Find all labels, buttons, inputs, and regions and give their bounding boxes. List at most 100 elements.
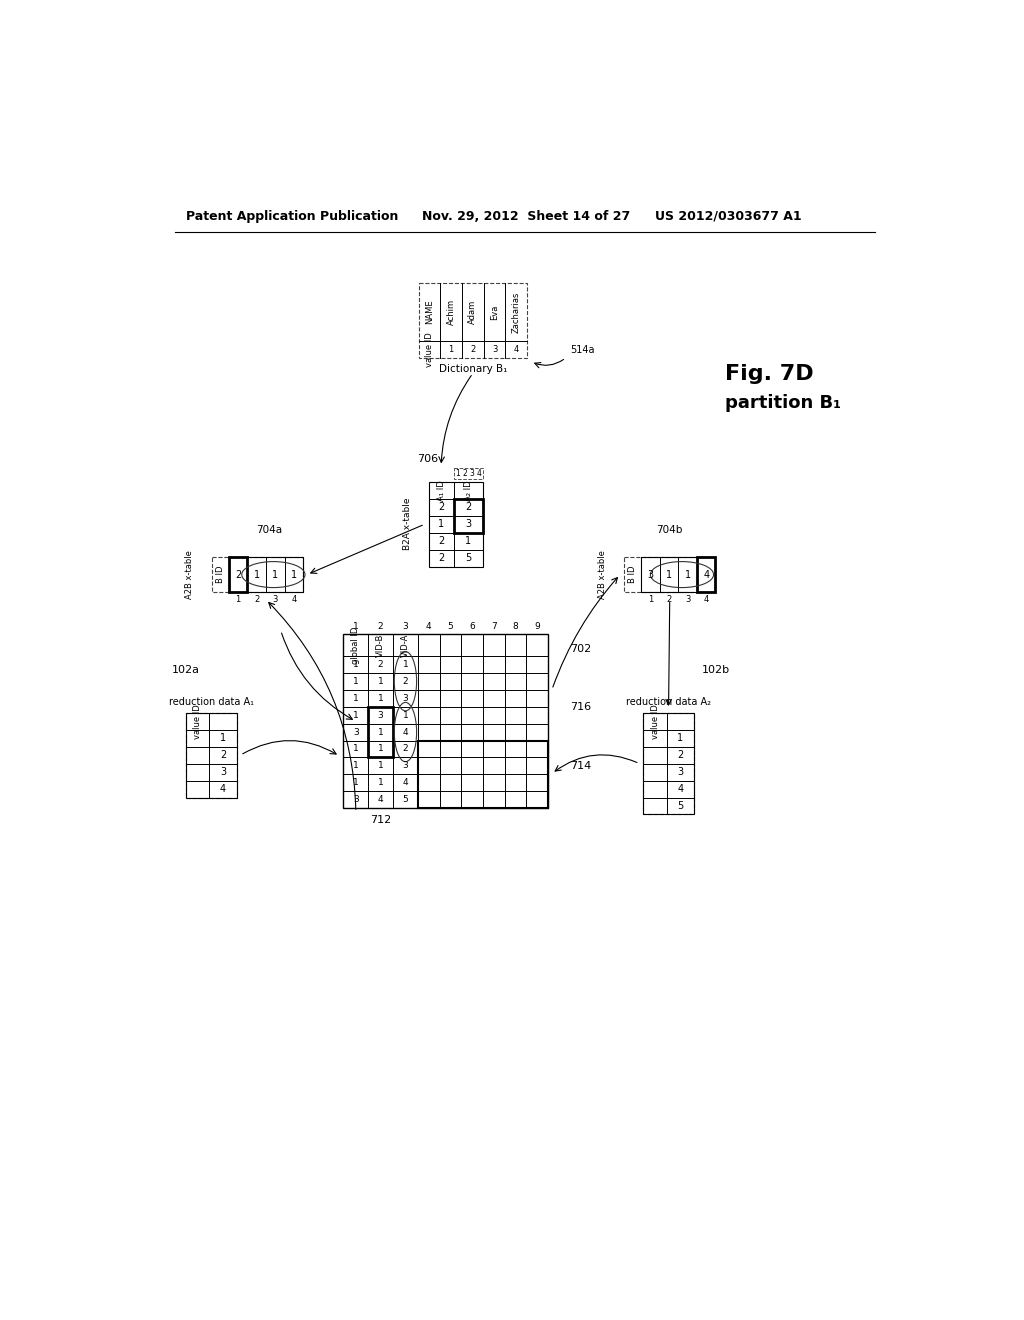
- Text: 2: 2: [438, 553, 444, 564]
- Text: 1: 1: [353, 677, 358, 685]
- Text: Adam: Adam: [468, 300, 477, 325]
- Text: 1: 1: [353, 710, 358, 719]
- Text: 1: 1: [378, 744, 384, 754]
- Text: 514a: 514a: [569, 345, 594, 355]
- Text: Zacharias: Zacharias: [512, 292, 521, 333]
- Text: 3: 3: [677, 767, 683, 777]
- Text: 3: 3: [353, 727, 358, 737]
- Text: 702: 702: [569, 644, 591, 653]
- Text: 4: 4: [378, 796, 383, 804]
- Text: 1: 1: [272, 570, 279, 579]
- Text: 3: 3: [402, 694, 409, 702]
- Bar: [454, 499, 483, 532]
- Text: 1: 1: [648, 595, 653, 605]
- Text: 3: 3: [492, 345, 498, 354]
- Text: value ID: value ID: [194, 704, 203, 739]
- Text: 1: 1: [220, 733, 226, 743]
- Text: 716: 716: [569, 702, 591, 711]
- Text: 4: 4: [703, 595, 709, 605]
- Text: 3: 3: [402, 622, 409, 631]
- Text: 3: 3: [465, 519, 471, 529]
- Text: 4: 4: [426, 622, 431, 631]
- Text: 2: 2: [378, 660, 383, 669]
- Text: 1: 1: [254, 570, 260, 579]
- Text: 2: 2: [677, 750, 683, 760]
- Text: B ID: B ID: [628, 566, 637, 583]
- Text: VID-A: VID-A: [401, 634, 410, 657]
- Text: 3: 3: [353, 796, 358, 804]
- Text: 3: 3: [272, 595, 278, 605]
- Text: 4: 4: [703, 570, 710, 579]
- Text: 1: 1: [378, 762, 384, 771]
- Text: 4: 4: [677, 784, 683, 795]
- Text: 1: 1: [438, 519, 444, 529]
- Text: 4: 4: [514, 345, 519, 354]
- Bar: [212, 557, 303, 591]
- Text: 3: 3: [378, 710, 384, 719]
- Text: 706: 706: [417, 454, 438, 463]
- Bar: [186, 713, 237, 797]
- Text: 5: 5: [447, 622, 454, 631]
- Text: 1: 1: [236, 595, 241, 605]
- Text: 1: 1: [353, 622, 358, 631]
- Text: Achim: Achim: [446, 298, 456, 325]
- Text: value ID: value ID: [425, 333, 434, 367]
- Text: 2: 2: [378, 622, 383, 631]
- Text: 1: 1: [455, 469, 460, 478]
- Text: 1: 1: [291, 570, 297, 579]
- Text: A2B x-table: A2B x-table: [598, 550, 607, 599]
- Bar: [228, 557, 248, 591]
- Text: 2: 2: [462, 469, 467, 478]
- Text: 2: 2: [438, 536, 444, 546]
- Text: 1: 1: [378, 727, 384, 737]
- Bar: [228, 557, 303, 591]
- Text: 3: 3: [685, 595, 690, 605]
- Text: 1: 1: [353, 660, 358, 669]
- Text: 714: 714: [569, 760, 591, 771]
- Text: 9: 9: [535, 622, 540, 631]
- Text: NAME: NAME: [425, 300, 434, 325]
- Text: 704a: 704a: [256, 525, 283, 536]
- Text: 5: 5: [465, 553, 471, 564]
- Text: 3: 3: [220, 767, 226, 777]
- Bar: [643, 713, 693, 814]
- Text: 1: 1: [402, 710, 409, 719]
- Text: Patent Application Publication: Patent Application Publication: [186, 210, 398, 223]
- Text: VID-B: VID-B: [376, 634, 385, 657]
- Bar: [418, 741, 548, 808]
- Text: A2B x-table: A2B x-table: [185, 550, 195, 599]
- Bar: [643, 713, 693, 814]
- Text: US 2012/0303677 A1: US 2012/0303677 A1: [655, 210, 802, 223]
- Text: partition B₁: partition B₁: [725, 395, 841, 412]
- Bar: [641, 557, 716, 591]
- Bar: [369, 706, 393, 758]
- Text: 1: 1: [353, 779, 358, 787]
- Text: 1: 1: [684, 570, 690, 579]
- Text: 2: 2: [234, 570, 242, 579]
- Text: 4: 4: [402, 727, 409, 737]
- Text: 5: 5: [677, 801, 683, 810]
- Text: Nov. 29, 2012  Sheet 14 of 27: Nov. 29, 2012 Sheet 14 of 27: [423, 210, 631, 223]
- Text: 2: 2: [470, 345, 475, 354]
- Text: 2: 2: [667, 595, 672, 605]
- Text: value ID: value ID: [650, 704, 659, 739]
- Text: 1: 1: [353, 762, 358, 771]
- Text: 4: 4: [477, 469, 481, 478]
- Bar: [697, 557, 716, 591]
- Bar: [419, 284, 527, 358]
- Text: Eva: Eva: [490, 305, 499, 319]
- Text: 1: 1: [402, 660, 409, 669]
- Text: 3: 3: [469, 469, 474, 478]
- Text: 704b: 704b: [656, 525, 683, 536]
- Text: B2A x-table: B2A x-table: [402, 498, 412, 550]
- Text: 6: 6: [469, 622, 475, 631]
- Text: 1: 1: [677, 733, 683, 743]
- Text: 4: 4: [402, 779, 409, 787]
- Text: 2: 2: [402, 744, 409, 754]
- Text: 2: 2: [438, 502, 444, 512]
- Text: 712: 712: [370, 814, 391, 825]
- Text: reduction data A₁: reduction data A₁: [169, 697, 254, 708]
- Text: 2: 2: [220, 750, 226, 760]
- Text: B ID: B ID: [216, 566, 224, 583]
- Text: 102a: 102a: [172, 665, 200, 676]
